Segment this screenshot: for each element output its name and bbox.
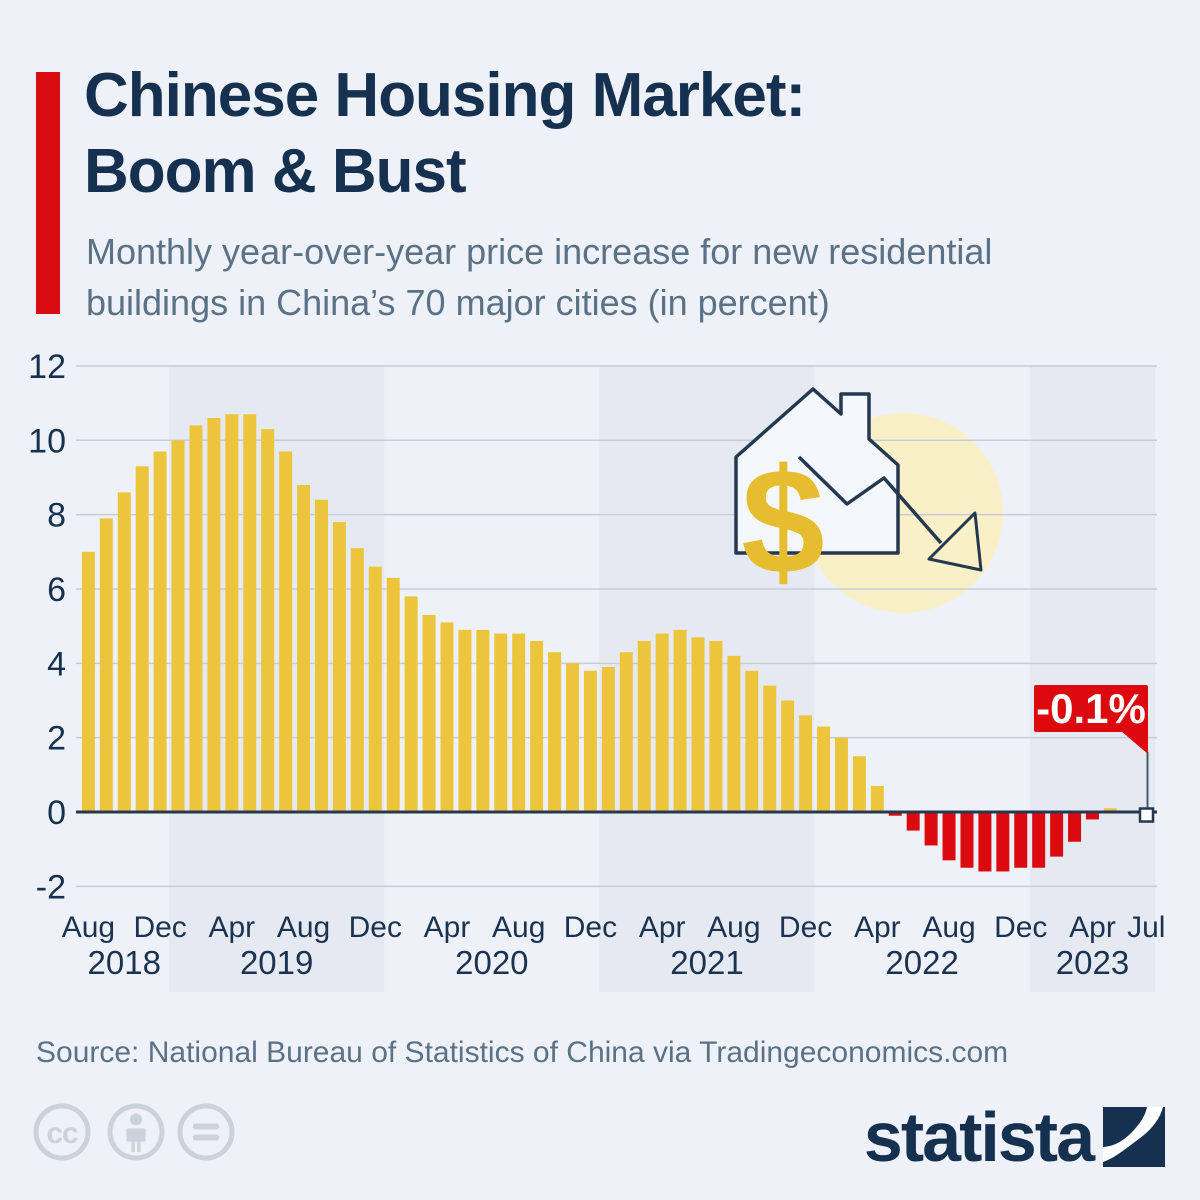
callout-value: -0.1%	[1036, 685, 1146, 732]
svg-text:2: 2	[47, 720, 66, 758]
title-accent-bar	[36, 72, 60, 314]
svg-text:12: 12	[28, 348, 66, 386]
svg-text:2022: 2022	[885, 944, 958, 981]
attribution-icon	[107, 1103, 165, 1161]
svg-text:Aug: Aug	[707, 911, 760, 944]
svg-text:0: 0	[47, 794, 66, 832]
svg-text:Aug: Aug	[922, 911, 975, 944]
source-note: Source: National Bureau of Statistics of…	[36, 1036, 1009, 1069]
svg-text:Dec: Dec	[564, 911, 617, 944]
svg-text:6: 6	[47, 571, 66, 609]
svg-text:Aug: Aug	[277, 911, 330, 944]
svg-text:2021: 2021	[670, 944, 743, 981]
subtitle-line-1: Monthly year-over-year price increase fo…	[86, 231, 993, 272]
cc-license-icons: cc	[33, 1103, 235, 1161]
svg-text:Dec: Dec	[994, 911, 1047, 944]
statista-wordmark: statista	[864, 1098, 1096, 1176]
svg-text:Apr: Apr	[1069, 911, 1116, 944]
dollar-sign-icon: $	[741, 437, 824, 605]
decline-arrow-line	[797, 455, 943, 545]
footer: cc statista	[33, 1098, 1165, 1176]
svg-text:Jul: Jul	[1127, 911, 1165, 944]
svg-text:8: 8	[47, 497, 66, 535]
svg-text:Dec: Dec	[133, 911, 186, 944]
page-title: Chinese Housing Market: Boom & Bust	[84, 58, 806, 210]
x-axis-year-labels: 2018 2019 2020 2021 2022 2023	[88, 944, 1130, 981]
svg-text:Apr: Apr	[208, 911, 255, 944]
bars	[81, 414, 1153, 872]
callout-tail	[1121, 731, 1148, 754]
svg-text:Aug: Aug	[492, 911, 545, 944]
house-price-decline-icon: $	[734, 387, 983, 605]
cc-icon: cc	[33, 1103, 91, 1161]
svg-text:2018: 2018	[88, 944, 161, 981]
y-axis-labels: 12 10 8 6 4 2 0 -2	[28, 348, 66, 906]
statista-logo: statista	[864, 1098, 1165, 1176]
svg-text:Apr: Apr	[854, 911, 901, 944]
svg-text:Apr: Apr	[639, 911, 686, 944]
last-point-marker	[1138, 807, 1155, 823]
svg-text:Aug: Aug	[62, 911, 115, 944]
svg-text:Dec: Dec	[779, 911, 832, 944]
svg-text:2023: 2023	[1056, 944, 1129, 981]
statista-logo-swoosh	[1103, 1107, 1163, 1162]
svg-text:-2: -2	[36, 868, 66, 906]
svg-text:4: 4	[47, 645, 66, 683]
svg-text:cc: cc	[46, 1117, 78, 1150]
chart-subtitle: Monthly year-over-year price increase fo…	[86, 226, 992, 328]
subtitle-line-2: buildings in China’s 70 major cities (in…	[86, 282, 830, 323]
title-line-2: Boom & Bust	[84, 137, 467, 206]
svg-text:Apr: Apr	[424, 911, 471, 944]
svg-text:2020: 2020	[455, 944, 528, 981]
decline-arrow-head	[927, 511, 983, 572]
x-axis-month-labels: Aug Dec Apr Aug Dec Apr Aug Dec Apr Aug Dec Apr Aug D…	[62, 911, 1166, 944]
nd-icon	[177, 1103, 235, 1161]
svg-text:10: 10	[28, 422, 66, 460]
svg-text:2019: 2019	[240, 944, 313, 981]
annotation-callout: -0.1%	[1034, 685, 1155, 823]
title-line-1: Chinese Housing Market:	[84, 61, 806, 130]
house-outline	[734, 387, 900, 555]
callout-box	[1034, 685, 1148, 732]
svg-text:Dec: Dec	[349, 911, 402, 944]
